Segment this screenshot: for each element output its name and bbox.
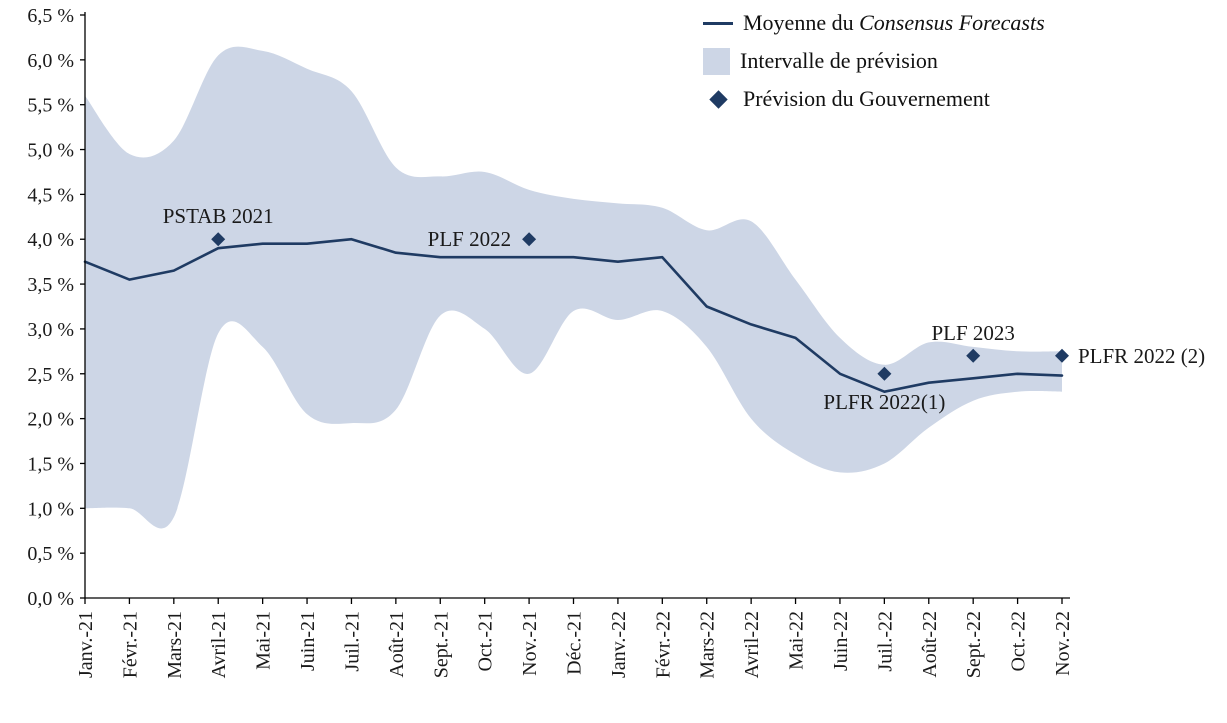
legend-item-prediction-interval: Intervalle de prévision — [703, 46, 1045, 76]
y-tick-label: 1,5 % — [27, 453, 74, 475]
x-tick-label: Févr.-22 — [652, 611, 674, 678]
x-tick-label: Juin-21 — [297, 611, 319, 671]
y-tick-label: 1,0 % — [27, 498, 74, 520]
y-tick-label: 6,0 % — [27, 50, 74, 72]
x-tick-label: Juil.-21 — [342, 611, 364, 672]
legend-label-government-forecast: Prévision du Gouvernement — [743, 86, 990, 111]
government-forecast-point — [966, 348, 981, 363]
x-tick-label: Oct.-21 — [475, 611, 497, 672]
y-tick-label: 2,0 % — [27, 409, 74, 431]
diamond-icon — [708, 89, 728, 109]
x-tick-label: Sept.-22 — [963, 611, 985, 678]
x-tick-label: Mars-22 — [697, 611, 719, 679]
legend-item-consensus-mean: Moyenne du Consensus Forecasts — [703, 8, 1045, 38]
x-tick-label: Févr.-21 — [119, 611, 141, 678]
x-tick-label: Nov.-21 — [519, 611, 541, 676]
x-axis-labels: Janv.-21 Févr.-21 Mars-21 Avril-21 Mai-21 Jui… — [75, 611, 1074, 679]
y-tick-label: 3,0 % — [27, 319, 74, 341]
diamond-swatch-wrap — [703, 89, 733, 109]
x-tick-label: Juin-22 — [830, 611, 852, 671]
government-forecast-point — [522, 232, 537, 247]
legend-label-prefix: Moyenne du — [743, 10, 860, 35]
legend-item-government-forecast: Prévision du Gouvernement — [703, 84, 1045, 114]
government-forecast-point — [211, 232, 226, 247]
x-tick-label: Oct.-22 — [1008, 611, 1030, 672]
legend-label-italic: Consensus Forecasts — [859, 10, 1045, 35]
prediction-interval-band — [85, 46, 1062, 529]
y-tick-label: 0,0 % — [27, 588, 74, 610]
annotation-label: PLF 2022 — [428, 227, 511, 251]
y-tick-label: 5,0 % — [27, 140, 74, 162]
x-tick-label: Avril-21 — [208, 611, 230, 678]
x-tick-label: Sept.-21 — [430, 611, 452, 678]
x-tick-label: Mai-21 — [253, 611, 275, 670]
annotation-label: PLF 2023 — [931, 321, 1014, 345]
y-tick-label: 3,5 % — [27, 274, 74, 296]
y-tick-label: 4,0 % — [27, 229, 74, 251]
x-tick-label: Déc.-21 — [564, 611, 586, 675]
band-swatch — [703, 47, 730, 75]
annotation-label: PLFR 2022 (2) — [1078, 344, 1205, 368]
y-tick-label: 2,5 % — [27, 364, 74, 386]
axes — [80, 12, 1070, 604]
x-tick-label: Janv.-21 — [75, 611, 97, 678]
government-forecast-point — [877, 366, 892, 381]
x-tick-label: Janv.-22 — [608, 611, 630, 678]
y-tick-label: 5,5 % — [27, 95, 74, 117]
y-tick-label: 0,5 % — [27, 543, 74, 565]
government-forecast-points: PSTAB 2021 PLF 2022 PLFR 2022(1) PLF 2023 PL… — [163, 204, 1205, 414]
x-tick-label: Mai-22 — [786, 611, 808, 670]
line-swatch — [703, 21, 733, 25]
government-forecast-point — [1055, 348, 1069, 363]
legend-label-consensus-mean: Moyenne du Consensus Forecasts — [743, 10, 1045, 36]
x-tick-label: Avril-22 — [741, 611, 763, 678]
x-tick-label: Juil.-22 — [874, 611, 896, 672]
chart-legend: Moyenne du Consensus Forecasts Intervall… — [703, 8, 1045, 114]
y-tick-label: 4,5 % — [27, 184, 74, 206]
x-tick-label: Nov.-22 — [1052, 611, 1074, 676]
annotation-label: PLFR 2022(1) — [823, 390, 945, 414]
annotation-label: PSTAB 2021 — [163, 204, 274, 228]
x-tick-label: Août-21 — [386, 611, 408, 678]
legend-label-prediction-interval: Intervalle de prévision — [740, 48, 938, 73]
consensus-mean-line — [83, 237, 1064, 394]
y-axis-labels: 0,0 % 0,5 % 1,0 % 1,5 % 2,0 % 2,5 % 3,0 % 3,5 %… — [27, 5, 74, 610]
y-tick-label: 6,5 % — [27, 5, 74, 27]
x-tick-label: Mars-21 — [164, 611, 186, 679]
x-tick-label: Août-22 — [919, 611, 941, 678]
